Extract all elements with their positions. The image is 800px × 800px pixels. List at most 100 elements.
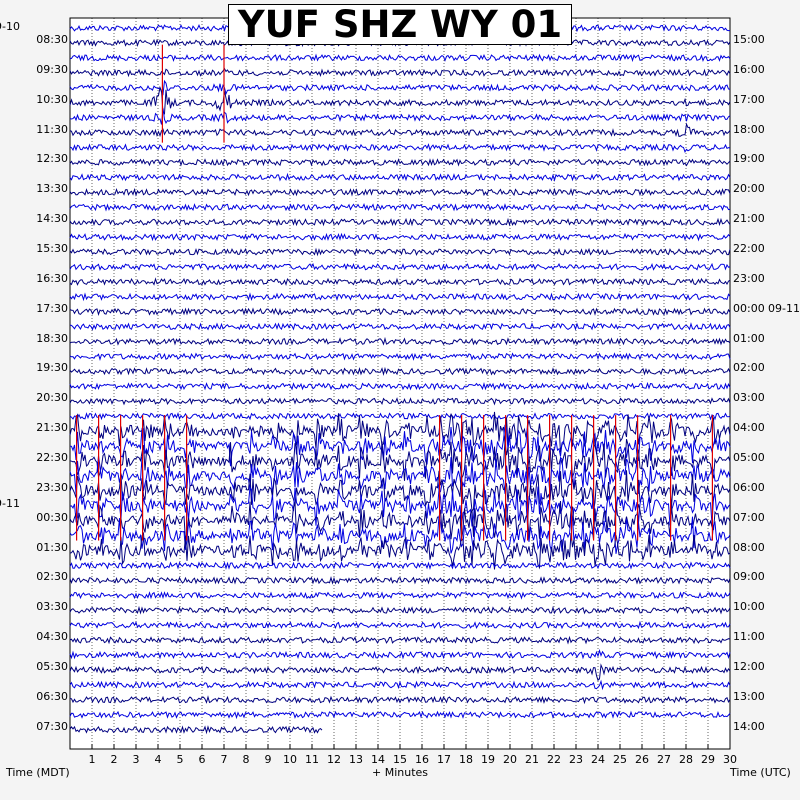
trace-row-17 [69,277,731,286]
trace-row-8 [69,143,731,153]
left-time-label: 05:30 [36,659,68,673]
x-tick-label: 28 [679,753,693,766]
x-tick-label: 16 [415,753,429,766]
trace-row-27 [69,411,731,453]
right-time-label: 06:00 [733,480,765,494]
trace-row-41 [69,635,731,645]
trace-row-11 [69,187,731,197]
trace-row-33 [69,500,731,541]
right-axis-title: Time (UTC) [730,766,791,779]
trace-row-12 [69,202,731,212]
trace-row-24 [69,381,731,391]
right-time-label: 04:00 [733,421,765,435]
x-tick-label: 15 [393,753,407,766]
left-time-label: 06:30 [36,689,68,703]
right-time-label: 17:00 [733,92,765,106]
trace-row-36 [69,561,731,570]
seismogram-traces [69,23,731,735]
left-time-label: 18:30 [36,331,68,345]
left-time-label: 14:30 [36,212,68,226]
x-tick-label: 24 [591,753,605,766]
x-tick-label: 1 [88,753,96,766]
x-tick-label: 7 [220,753,228,766]
x-tick-label: 19 [481,753,495,766]
trace-row-10 [69,172,731,182]
left-time-label: 01:30 [36,540,68,554]
x-tick-label: 3 [132,753,140,766]
x-tick-label: 30 [723,753,737,766]
right-time-label: 11:00 [733,630,765,644]
right-time-label: 16:00 [733,62,765,76]
x-tick-label: 22 [547,753,561,766]
trace-row-7 [69,122,731,138]
trace-row-15 [69,247,731,257]
left-time-label: 03:30 [36,600,68,614]
trace-row-9 [69,158,731,167]
x-tick-label: 23 [569,753,583,766]
x-tick-label: 2 [110,753,118,766]
left-time-label: 02:30 [36,570,68,584]
right-time-label: 20:00 [733,182,765,196]
x-axis-title: + Minutes [372,766,429,779]
x-tick-label: 17 [437,753,451,766]
left-time-label: 07:30 [36,719,68,733]
right-time-label: 10:00 [733,600,765,614]
trace-row-20 [69,322,731,331]
x-tick-label: 29 [701,753,715,766]
x-tick-label: 11 [305,753,319,766]
trace-row-37 [69,576,731,585]
trace-row-29 [69,438,731,481]
left-time-label: 04:30 [36,630,68,644]
x-tick-label: 25 [613,753,627,766]
trace-row-3 [69,67,731,78]
trace-row-22 [69,352,731,361]
trace-row-19 [69,307,731,316]
x-tick-label: 26 [635,753,649,766]
right-date-label: 09-11 [768,301,800,315]
right-time-label: 19:00 [733,152,765,166]
right-time-label: 15:00 [733,33,765,46]
left-time-label: 23:30 [36,480,68,494]
trace-row-14 [69,232,731,242]
right-time-label: 12:00 [733,660,765,674]
right-time-label: 18:00 [733,122,765,136]
trace-row-6 [69,108,731,125]
right-time-label: 01:00 [733,331,765,345]
trace-row-31 [69,470,731,513]
x-tick-label: 12 [327,753,341,766]
trace-row-13 [69,217,731,227]
x-axis-ticks [91,744,731,749]
x-tick-label: 5 [176,753,184,766]
trace-row-30 [69,455,731,495]
left-time-label: 12:30 [36,152,68,166]
x-tick-label: 6 [198,753,206,766]
x-tick-label: 21 [525,753,539,766]
trace-row-43 [69,663,731,682]
trace-row-46 [69,710,731,720]
left-time-label: 09:30 [36,62,68,76]
trace-row-4 [69,79,731,96]
left-time-label: 00:30 [36,510,68,524]
x-tick-label: 18 [459,753,473,766]
x-tick-label: 27 [657,753,671,766]
x-tick-label: 9 [264,753,272,766]
chart-title: YUF SHZ WY 01 [228,3,572,46]
left-time-label: 21:30 [36,421,68,435]
left-axis-title: Time (MDT) [6,766,70,779]
trace-row-42 [69,648,731,660]
x-tick-label: 14 [371,753,385,766]
left-time-label: 15:30 [36,241,68,255]
x-tick-label: 8 [242,753,250,766]
right-time-label: 14:00 [733,719,765,733]
trace-row-5 [69,85,731,115]
right-time-label: 13:00 [733,689,765,703]
trace-row-16 [69,262,731,272]
trace-row-32 [69,486,731,527]
left-time-label: 11:30 [36,122,68,136]
left-time-label: 19:30 [36,361,68,375]
x-tick-label: 4 [154,753,162,766]
trace-row-26 [69,411,731,421]
trace-row-2 [69,53,731,63]
right-time-label: 21:00 [733,212,765,226]
